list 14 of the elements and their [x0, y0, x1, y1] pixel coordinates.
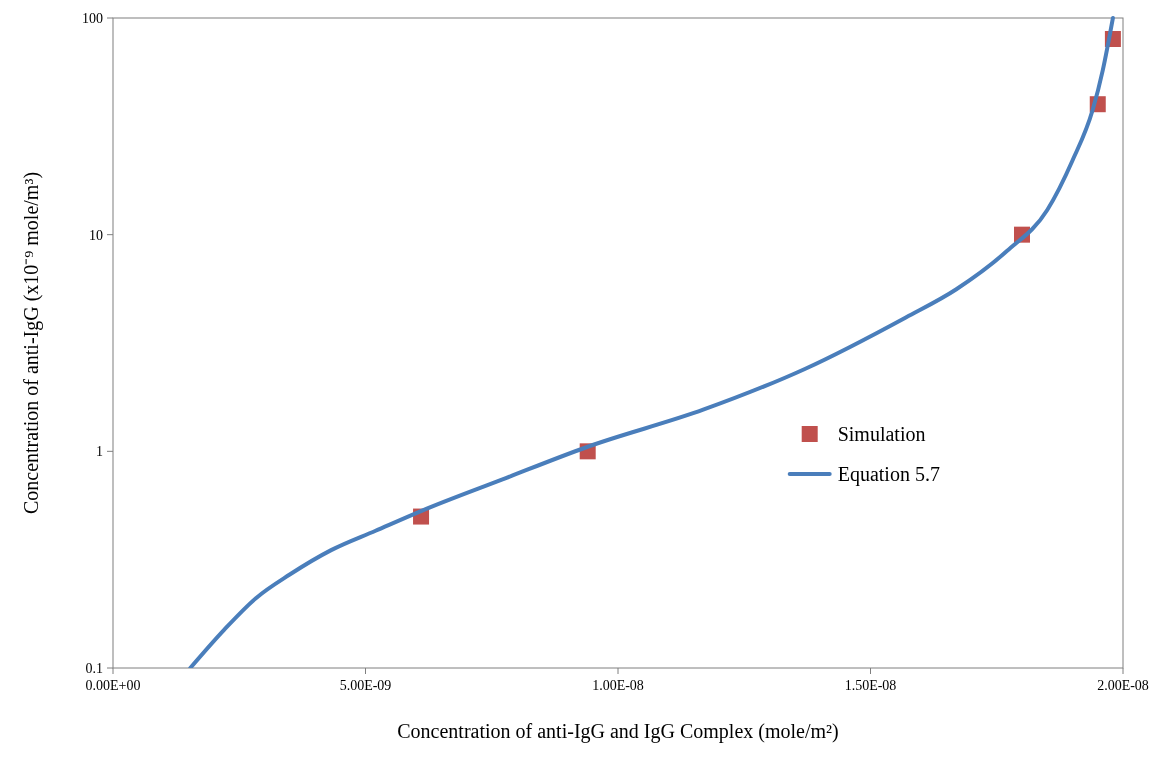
y-tick-label: 0.1: [85, 660, 103, 676]
y-tick-label: 1: [96, 444, 103, 460]
y-tick-label: 10: [89, 227, 103, 243]
legend-label: Equation 5.7: [837, 463, 940, 486]
y-axis-title: Concentration of anti-IgG (x10⁻⁹ mole/m³): [20, 171, 43, 515]
x-tick-label: 0.00E+00: [85, 678, 141, 693]
y-tick-label: 100: [82, 10, 103, 26]
x-axis-title: Concentration of anti-IgG and IgG Complex (mole/m²): [397, 720, 839, 743]
x-tick-label: 5.00E-09: [339, 678, 392, 693]
x-tick-label: 2.00E-08: [1097, 678, 1149, 693]
legend-label: Simulation: [837, 423, 926, 445]
x-tick-label: 1.00E-08: [592, 678, 644, 693]
x-tick-label: 1.50E-08: [844, 678, 897, 693]
line-series: [188, 16, 1115, 668]
